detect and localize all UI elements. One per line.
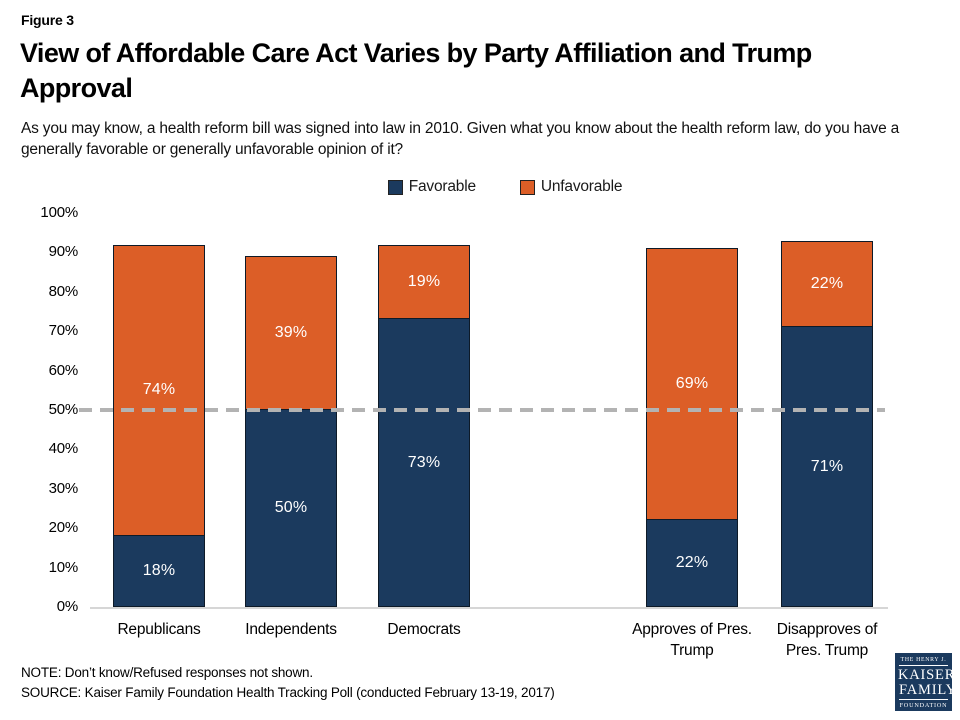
legend-item-favorable: Favorable xyxy=(387,178,476,196)
bar-value-label-unfavorable: 69% xyxy=(675,375,709,393)
bar-value-label-unfavorable: 19% xyxy=(407,272,441,290)
y-axis-tick-40: 40% xyxy=(48,440,79,458)
reference-line-50-percent xyxy=(79,408,885,412)
x-axis-label-independents: Independents xyxy=(245,621,337,638)
y-axis-tick-90: 90% xyxy=(48,243,79,261)
y-axis-tick-80: 80% xyxy=(48,282,79,300)
bar-disapproves-of-pres-trump-favorable: 71% xyxy=(781,327,873,607)
x-axis-label-approves-of-pres-trump: Approves of Pres. Trump xyxy=(632,621,752,659)
x-axis-line xyxy=(90,607,888,609)
figure-label: Figure 3 xyxy=(21,12,74,28)
bar-value-label-favorable: 18% xyxy=(142,562,176,580)
note-text: NOTE: Don’t know/Refused responses not s… xyxy=(21,665,313,680)
y-axis-tick-100: 100% xyxy=(40,204,78,221)
bar-value-label-favorable: 73% xyxy=(407,453,441,471)
page-title: View of Affordable Care Act Varies by Pa… xyxy=(20,38,812,104)
logo-family-text: FAMILY xyxy=(899,682,956,701)
chart-legend: Favorable Unfavorable xyxy=(25,178,960,196)
bar-republicans-favorable: 18% xyxy=(113,536,205,607)
bar-republicans-unfavorable: 74% xyxy=(113,244,205,537)
survey-question-text: As you may know, a health reform bill wa… xyxy=(21,120,900,159)
logo-kaiser-text: KAISER xyxy=(898,666,956,683)
bar-democrats-favorable: 73% xyxy=(378,319,470,607)
bar-value-label-unfavorable: 22% xyxy=(810,274,844,292)
kff-logo: THE HENRY J. KAISER FAMILY FOUNDATION xyxy=(895,653,956,711)
bar-approves-of-pres-trump-unfavorable: 69% xyxy=(646,248,738,521)
bar-independents-unfavorable: 39% xyxy=(245,256,337,410)
bar-disapproves-of-pres-trump-unfavorable: 22% xyxy=(781,240,873,328)
legend-label-unfavorable: Unfavorable xyxy=(540,178,623,195)
legend-label-favorable: Favorable xyxy=(408,178,476,195)
legend-item-unfavorable: Unfavorable xyxy=(519,178,623,196)
y-axis-tick-60: 60% xyxy=(48,361,79,379)
bar-independents-favorable: 50% xyxy=(245,410,337,607)
legend-swatch-favorable xyxy=(387,179,403,195)
bar-value-label-unfavorable: 74% xyxy=(142,381,176,399)
bar-value-label-favorable: 71% xyxy=(810,457,844,475)
source-text: SOURCE: Kaiser Family Foundation Health … xyxy=(21,685,555,701)
bar-value-label-favorable: 22% xyxy=(675,554,709,572)
y-axis-tick-0: 0% xyxy=(56,598,78,615)
logo-henry-j-text: THE HENRY J. xyxy=(899,657,948,666)
x-axis-label-disapproves-of-pres-trump: Disapproves of Pres. Trump xyxy=(776,621,878,659)
y-axis-tick-30: 30% xyxy=(48,479,79,497)
legend-swatch-unfavorable xyxy=(519,179,535,195)
y-axis-tick-70: 70% xyxy=(48,322,79,340)
logo-foundation-text: FOUNDATION xyxy=(899,702,948,710)
bar-value-label-favorable: 50% xyxy=(274,499,308,516)
footnote-block: NOTE: Don’t know/Refused responses not s… xyxy=(21,663,555,704)
bar-democrats-unfavorable: 19% xyxy=(378,244,470,320)
x-axis-label-republicans: Republicans xyxy=(117,621,201,638)
y-axis-tick-20: 20% xyxy=(48,519,79,537)
bar-approves-of-pres-trump-favorable: 22% xyxy=(646,520,738,607)
y-axis-tick-10: 10% xyxy=(48,558,79,576)
y-axis-tick-50: 50% xyxy=(48,401,79,418)
x-axis-label-democrats: Democrats xyxy=(387,621,461,638)
bar-value-label-unfavorable: 39% xyxy=(274,324,308,342)
